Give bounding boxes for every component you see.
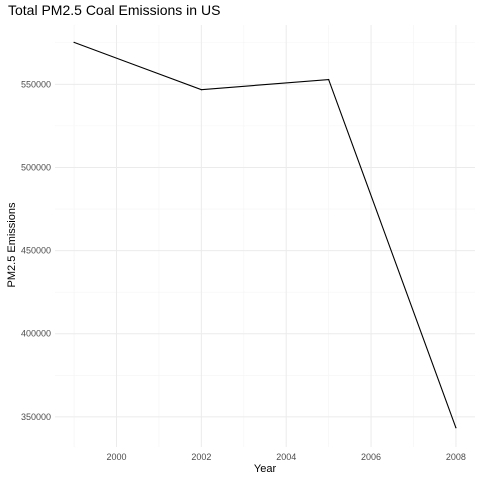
series-layer xyxy=(73,41,457,429)
data-point xyxy=(328,78,330,81)
series-line xyxy=(73,41,457,428)
x-tick-label: 2000 xyxy=(106,452,126,462)
x-axis-label: Year xyxy=(254,463,277,475)
data-point xyxy=(200,89,202,91)
y-tick-label: 500000 xyxy=(21,162,51,172)
x-tick-label: 2006 xyxy=(361,452,381,462)
y-axis-label: PM2.5 Emissions xyxy=(6,202,18,287)
data-point xyxy=(73,41,75,44)
x-tick-label: 2002 xyxy=(191,452,211,462)
y-tick-label: 400000 xyxy=(21,329,51,339)
plot-grid xyxy=(55,25,475,447)
x-axis-ticks: 2000 2002 2004 2006 2008 xyxy=(106,452,465,462)
data-point xyxy=(455,427,457,429)
y-tick-label: 550000 xyxy=(21,79,51,89)
chart-title: Total PM2.5 Coal Emissions in US xyxy=(8,2,220,18)
x-tick-label: 2004 xyxy=(276,452,296,462)
y-axis-ticks: 350000 400000 450000 500000 550000 xyxy=(21,79,51,422)
y-tick-label: 350000 xyxy=(21,412,51,422)
y-tick-label: 450000 xyxy=(21,246,51,256)
x-tick-label: 2008 xyxy=(446,452,466,462)
